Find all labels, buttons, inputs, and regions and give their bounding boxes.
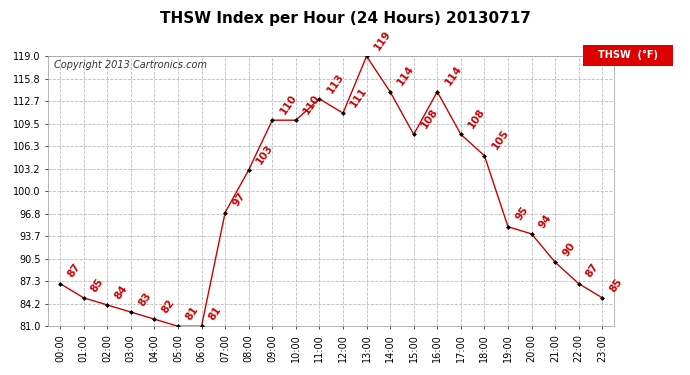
Text: 119: 119 bbox=[372, 28, 393, 52]
Text: 97: 97 bbox=[230, 191, 247, 208]
Text: 108: 108 bbox=[466, 107, 487, 130]
Text: 113: 113 bbox=[325, 71, 346, 95]
Text: 114: 114 bbox=[443, 64, 464, 88]
Text: THSW Index per Hour (24 Hours) 20130717: THSW Index per Hour (24 Hours) 20130717 bbox=[159, 11, 531, 26]
Text: 81: 81 bbox=[207, 304, 224, 322]
Text: THSW  (°F): THSW (°F) bbox=[598, 50, 658, 60]
Text: 114: 114 bbox=[395, 64, 417, 88]
Text: 108: 108 bbox=[420, 107, 440, 130]
Text: 87: 87 bbox=[584, 262, 601, 279]
Text: 110: 110 bbox=[302, 93, 322, 116]
Text: 85: 85 bbox=[89, 276, 106, 294]
Text: 103: 103 bbox=[254, 142, 275, 166]
Text: 105: 105 bbox=[490, 128, 511, 152]
Text: 82: 82 bbox=[160, 297, 177, 315]
Text: 110: 110 bbox=[278, 93, 299, 116]
Text: 94: 94 bbox=[537, 212, 553, 230]
Text: 95: 95 bbox=[513, 205, 530, 223]
Text: Copyright 2013 Cartronics.com: Copyright 2013 Cartronics.com bbox=[54, 60, 207, 70]
Text: 85: 85 bbox=[608, 276, 624, 294]
Text: 81: 81 bbox=[184, 304, 200, 322]
Text: 83: 83 bbox=[137, 290, 153, 308]
Text: 87: 87 bbox=[66, 262, 82, 279]
Text: 111: 111 bbox=[348, 86, 369, 109]
Text: 84: 84 bbox=[112, 283, 129, 301]
Text: 90: 90 bbox=[561, 241, 577, 258]
